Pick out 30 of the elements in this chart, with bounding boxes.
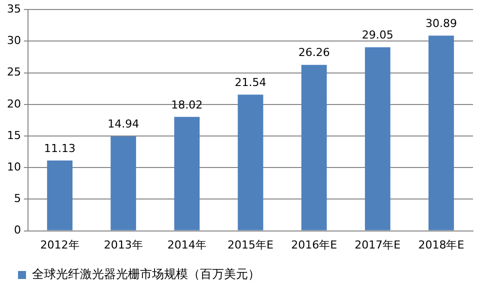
data-label: 30.89 [425, 16, 457, 30]
legend-label: 全球光纤激光器光栅市场规模（百万美元） [32, 267, 260, 282]
x-tick-label: 2015年E [228, 238, 274, 252]
y-tick-label: 10 [6, 160, 21, 174]
x-tick-label: 2016年E [291, 238, 338, 252]
data-label: 18.02 [171, 98, 203, 112]
y-tick-label: 20 [6, 97, 21, 110]
y-tick-label: 0 [14, 224, 21, 237]
x-tick-label: 2017年E [354, 238, 401, 252]
x-tick-label: 2012年 [40, 238, 80, 252]
bar [174, 116, 200, 230]
data-label: 26.26 [298, 46, 330, 60]
bar [47, 160, 72, 230]
bar [364, 47, 390, 230]
x-tick-label: 2018年E [418, 238, 464, 252]
x-tick-label: 2014年 [167, 238, 206, 252]
x-tick-label: 2013年 [104, 238, 143, 252]
y-tick-label: 35 [6, 2, 21, 16]
y-tick-label: 5 [14, 192, 21, 206]
data-label: 29.05 [362, 28, 394, 42]
data-label: 14.94 [108, 118, 140, 131]
y-tick-label: 15 [6, 128, 21, 142]
y-tick-label: 25 [6, 66, 21, 79]
bar [301, 64, 327, 230]
data-label: 21.54 [234, 76, 266, 90]
data-label: 11.13 [44, 142, 76, 155]
bar [110, 136, 136, 230]
bar [428, 36, 454, 230]
y-tick-label: 30 [6, 34, 21, 48]
bar [238, 94, 264, 230]
